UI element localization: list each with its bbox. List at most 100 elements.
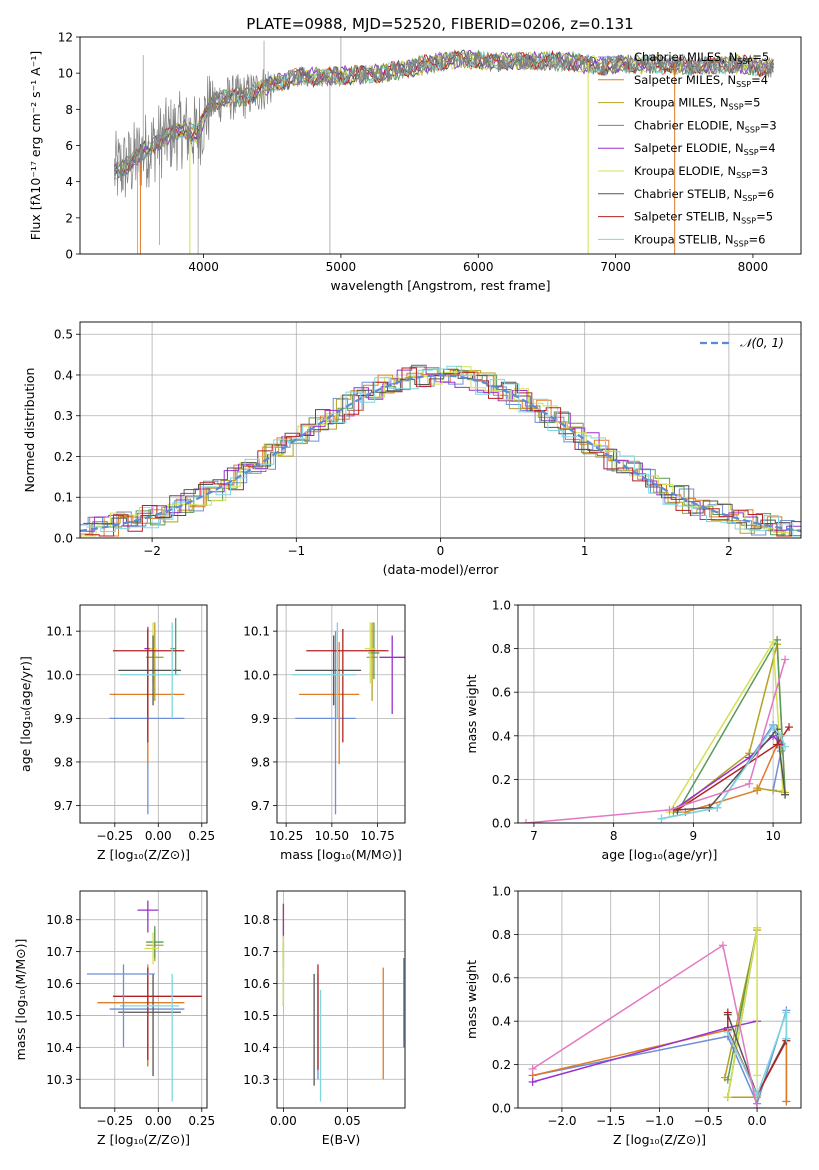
chart-age-vs-mass: 10.25 10.50 10.75 9.7 9.8 9.9 10.0 10.1 mass [lo… — [243, 604, 406, 862]
weight-marker — [782, 1008, 791, 1017]
weight-series — [661, 723, 782, 820]
error-bar-point — [291, 622, 356, 719]
weight-marker — [769, 638, 778, 647]
y-tick-label: 0 — [65, 248, 73, 262]
y-tick-label: 0.4 — [54, 368, 73, 382]
weight-marker — [528, 1077, 537, 1086]
x-axis-label: wavelength [Angstrom, rest frame] — [330, 278, 550, 293]
weight-series — [673, 644, 786, 813]
axes-frame — [79, 36, 802, 255]
weight-marker — [705, 803, 714, 812]
x-tick-label: −2 — [143, 544, 161, 558]
legend-count: =3 — [751, 164, 768, 178]
chart-mass-vs-Z: −0.25 0.00 0.25 10.3 10.4 10.5 10.6 10.7 10.8 Z [… — [13, 890, 215, 1147]
weight-marker — [753, 784, 762, 793]
legend-name: Chabrier STELIB, N — [634, 187, 742, 201]
legend-name: Kroupa ELODIE, N — [634, 164, 736, 178]
x-axis-label: age [log₁₀(age/yr)] — [602, 847, 718, 862]
weight-marker — [723, 1008, 732, 1017]
y-tick-label: 9.9 — [54, 712, 73, 726]
legend-label: Chabrier ELODIE, NSSP=3 — [634, 118, 777, 134]
weight-marker — [781, 742, 790, 751]
observed-spectrum — [113, 50, 774, 198]
plot-area-spectrum — [113, 37, 774, 254]
y-axis-label: mass weight — [464, 674, 479, 753]
y-tick-label: 10.7 — [46, 945, 73, 959]
x-tick-label: 8 — [610, 829, 618, 843]
y-tick-label: 0.8 — [492, 642, 511, 656]
weight-series — [727, 1012, 788, 1097]
weight-marker — [781, 790, 790, 799]
plot-area-mass-vs-EBV — [277, 891, 405, 1108]
error-bar-point — [120, 973, 180, 1102]
y-tick-label: 0.6 — [492, 971, 511, 985]
weight-marker — [777, 731, 786, 740]
weight-series — [525, 659, 786, 823]
x-tick-label: 0.00 — [270, 1114, 297, 1128]
x-tick-label: 6000 — [463, 260, 494, 274]
y-axis-label: age [log₁₀(age/yr)] — [18, 656, 33, 772]
legend-count: =5 — [744, 96, 761, 110]
legend-count: =5 — [756, 210, 773, 224]
axes-residuals: −2 −1 0 1 2 0.0 0.1 0.2 0.3 0.4 0.5 (data-model)/er… — [22, 328, 733, 577]
y-axis-label: mass [log₁₀(M/M⊙)] — [13, 939, 28, 1061]
legend-label: Kroupa ELODIE, NSSP=3 — [634, 164, 768, 180]
error-bar-point — [366, 622, 378, 701]
plot-area-weight-vs-age — [518, 605, 801, 823]
weight-marker — [769, 723, 778, 732]
y-tick-label: 10.1 — [243, 625, 270, 639]
x-tick-label: 10 — [765, 829, 780, 843]
axes-frame — [79, 890, 208, 1109]
error-bar-point — [295, 631, 356, 815]
error-bar-point — [86, 964, 155, 1048]
error-bar-point — [113, 628, 185, 743]
y-tick-label: 0.0 — [492, 817, 511, 831]
plot-layer: 4000 5000 6000 7000 8000024681012wavelength … — [13, 31, 802, 1147]
x-axis-label: Z [log₁₀(Z/Z⊙)] — [613, 1132, 706, 1147]
y-tick-label: 10.3 — [243, 1073, 270, 1087]
weight-marker — [521, 819, 530, 823]
legend-label: Salpeter STELIB, NSSP=5 — [634, 210, 773, 226]
y-tick-label: 0.4 — [492, 729, 511, 743]
axes-weight-vs-age: 7 8 9 10 0.0 0.2 0.4 0.6 0.8 1.0 age [log₁₀(age/yr… — [464, 599, 781, 863]
y-tick-label: 10.7 — [243, 945, 270, 959]
y-tick-label: 10.4 — [243, 1041, 270, 1055]
error-bar-point — [306, 628, 389, 743]
gaussian-curve — [80, 374, 801, 532]
chart-weight-vs-Z: −2.0 −1.5 −1.0 −0.5 0.0 0.0 0.2 0.4 0.6 0.8 1.0 Z [… — [464, 885, 802, 1147]
weight-marker — [753, 923, 762, 932]
chart-mass-vs-EBV: 0.00 0.05 10.3 10.4 10.5 10.6 10.7 10.8 E(B-V) — [243, 890, 406, 1147]
legend-label: Kroupa STELIB, NSSP=6 — [634, 232, 765, 248]
x-tick-label: 0.25 — [188, 1114, 215, 1128]
legend-label: Chabrier MILES, NSSP=5 — [634, 50, 769, 66]
residual-histogram — [80, 371, 795, 536]
error-bar-point — [118, 635, 181, 706]
x-tick-label: 0.0 — [748, 1114, 767, 1128]
x-tick-label: 0.25 — [188, 829, 215, 843]
error-bar-point — [109, 642, 185, 765]
y-tick-label: 0.4 — [492, 1015, 511, 1029]
error-bar-point — [109, 631, 185, 815]
legend-subscript: SSP — [744, 148, 759, 157]
plot-area-age-vs-Z — [80, 605, 207, 823]
x-tick-label: 10.50 — [315, 829, 349, 843]
legend-name: Salpeter MILES, N — [634, 73, 736, 87]
y-tick-label: 1.0 — [492, 885, 511, 899]
error-bar-point — [146, 926, 164, 959]
weight-marker — [665, 805, 674, 814]
legend-subscript: SSP — [741, 217, 756, 226]
weight-marker — [753, 1104, 762, 1108]
error-bar-point — [298, 642, 360, 765]
x-tick-label: 0.00 — [145, 1114, 172, 1128]
x-tick-label: 8000 — [738, 260, 769, 274]
residual-histogram — [80, 368, 798, 537]
legend-count: =6 — [749, 232, 766, 246]
y-axis-label: Flux [fλ10⁻¹⁷ erg cm⁻² s⁻¹ A⁻¹] — [28, 51, 43, 240]
error-bar-point — [113, 967, 202, 1061]
axes-frame — [79, 604, 208, 824]
x-tick-label: −1.0 — [645, 1114, 674, 1128]
x-tick-label: 10.75 — [360, 829, 394, 843]
legend-count: =4 — [759, 141, 776, 155]
x-tick-label: 7000 — [600, 260, 631, 274]
axes-frame — [276, 890, 406, 1109]
